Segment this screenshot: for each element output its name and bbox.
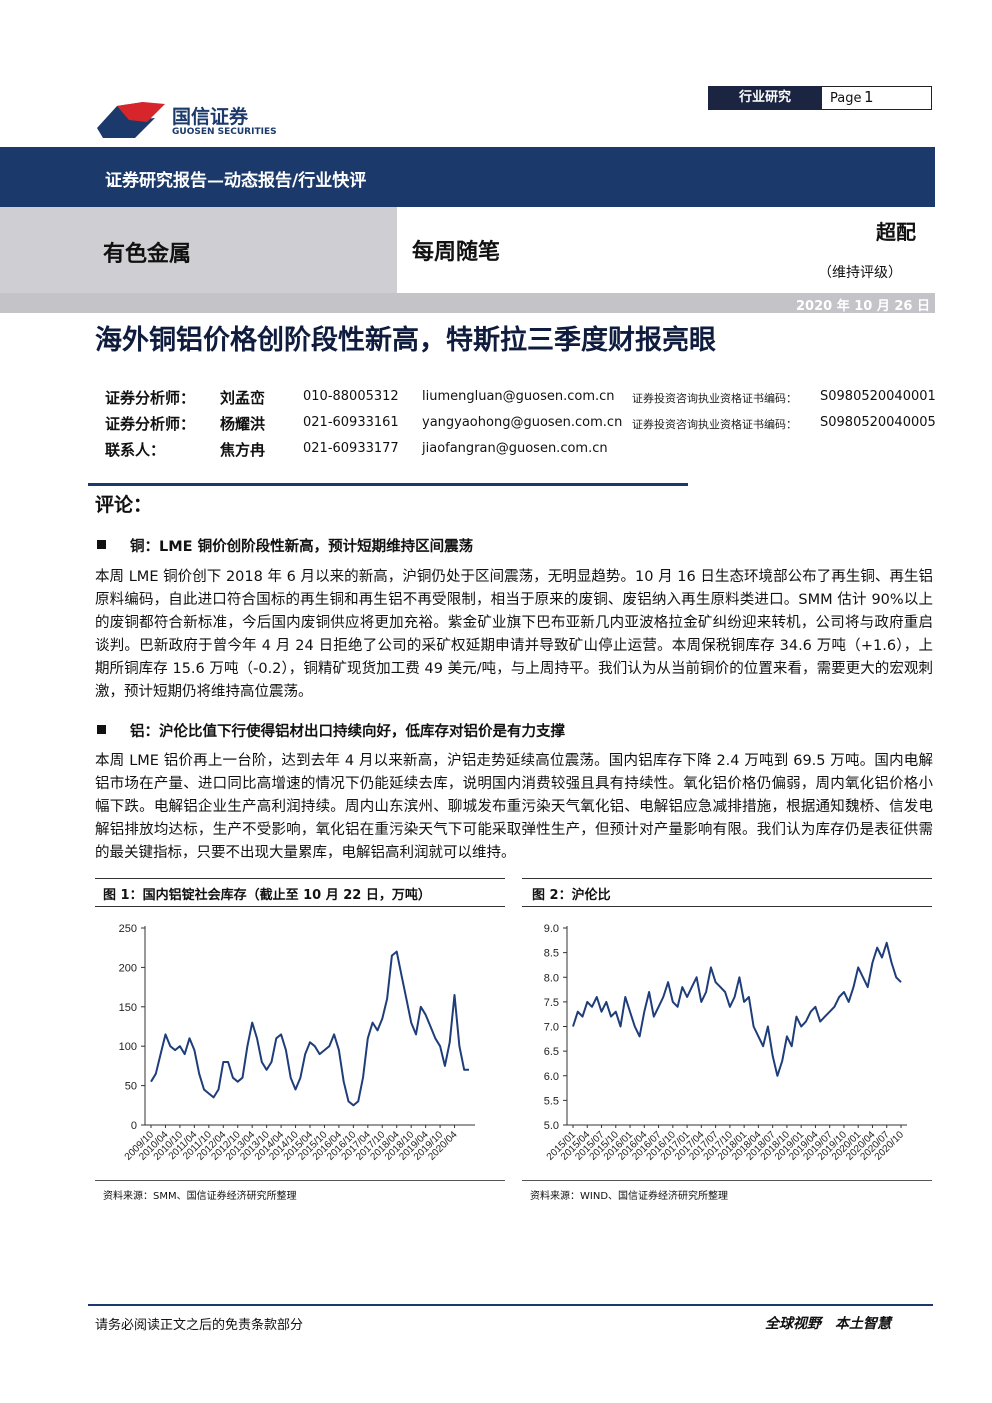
chart: 5.05.56.06.57.07.58.08.59.02015/012015/0… <box>544 923 907 1163</box>
figure-title: 图 2：沪伦比 <box>532 888 611 903</box>
chart: 0501001502002502009/102010/042010/102011… <box>119 923 475 1163</box>
y-tick-label: 7.0 <box>544 1022 559 1034</box>
y-tick-label: 8.0 <box>544 972 559 984</box>
y-tick-label: 6.0 <box>544 1071 559 1083</box>
contact-role: 联系人： <box>105 441 166 459</box>
industry: 有色金属 <box>103 241 192 267</box>
analyst-cert-label: 证券投资咨询执业资格证书编码： <box>632 392 797 405</box>
logo-en: GUOSEN SECURITIES <box>172 127 277 137</box>
divider <box>88 483 688 486</box>
figure-rule <box>522 1180 932 1181</box>
analyst-phone: 010-88005312 <box>303 389 399 404</box>
y-tick-label: 0 <box>131 1120 137 1132</box>
section-heading: 铜：LME 铜价创阶段性新高，预计短期维持区间震荡 <box>130 539 474 555</box>
figure-source: 资料来源：WIND、国信证券经济研究所整理 <box>530 1191 729 1202</box>
banner <box>0 147 935 207</box>
rating-note: （维持评级） <box>818 265 902 281</box>
y-tick-label: 6.5 <box>544 1046 559 1058</box>
figure-rule <box>95 1180 505 1181</box>
analyst-name: 刘孟峦 <box>220 389 266 407</box>
data-line <box>572 941 902 1077</box>
paragraph: 本周 LME 铝价再上一台阶，达到去年 4 月以来新高，沪铝走势延续高位震荡。国… <box>95 753 933 861</box>
analyst-name: 杨耀洪 <box>220 415 266 433</box>
figure-source: 资料来源：SMM、国信证券经济研究所整理 <box>103 1191 297 1202</box>
page-number: 1 <box>864 88 874 106</box>
analyst-role: 证券分析师： <box>105 415 196 433</box>
section-label: 行业研究 <box>708 86 822 110</box>
y-tick-label: 50 <box>125 1081 137 1093</box>
analyst-cert: S0980520040005 <box>820 415 936 430</box>
paragraph: 本周 LME 铜价创下 2018 年 6 月以来的新高，沪铜仍处于区间震荡，无明… <box>95 569 933 700</box>
y-tick-label: 8.5 <box>544 948 559 960</box>
figure-title: 图 1：国内铝锭社会库存（截止至 10 月 22 日，万吨） <box>103 888 431 903</box>
rating: 超配 <box>876 220 916 244</box>
bullet <box>97 725 106 734</box>
data-line <box>150 950 469 1107</box>
y-tick-label: 200 <box>119 962 137 974</box>
analyst-phone: 021-60933161 <box>303 415 399 430</box>
figure-header <box>522 878 932 907</box>
contact-phone: 021-60933177 <box>303 441 399 456</box>
date-band <box>0 293 935 313</box>
disclaimer: 请务必阅读正文之后的免责条款部分 <box>95 1318 304 1333</box>
y-tick-label: 100 <box>119 1041 137 1053</box>
page-label: Page <box>830 91 862 106</box>
contact-email: jiaofangran@guosen.com.cn <box>422 441 608 456</box>
analyst-role: 证券分析师： <box>105 389 196 407</box>
analyst-cert-label: 证券投资咨询执业资格证书编码： <box>632 418 797 431</box>
logo-cn: 国信证券 <box>172 106 249 128</box>
y-tick-label: 5.0 <box>544 1120 559 1132</box>
banner-text: 证券研究报告—动态报告/行业快评 <box>105 171 367 191</box>
y-tick-label: 250 <box>119 923 137 935</box>
figure-header <box>95 878 505 907</box>
title: 海外铜铝价格创阶段性新高，特斯拉三季度财报亮眼 <box>95 325 716 356</box>
y-tick-label: 7.5 <box>544 997 559 1009</box>
y-tick-label: 9.0 <box>544 923 559 935</box>
date: 2020 年 10 月 26 日 <box>796 299 930 314</box>
analyst-email: yangyaohong@guosen.com.cn <box>422 415 623 430</box>
column: 每周随笔 <box>412 239 501 265</box>
analyst-cert: S0980520040001 <box>820 389 936 404</box>
y-tick-label: 150 <box>119 1002 137 1014</box>
industry-block <box>0 207 397 293</box>
contact-name: 焦方冉 <box>220 441 266 459</box>
slogan: 全球视野 本土智慧 <box>765 1316 891 1332</box>
footer-rule <box>88 1304 933 1306</box>
comment-heading: 评论： <box>95 494 153 516</box>
analyst-email: liumengluan@guosen.com.cn <box>422 389 615 404</box>
logo-mark <box>97 102 165 138</box>
bullet <box>97 540 106 549</box>
y-tick-label: 5.5 <box>544 1095 559 1107</box>
section-heading: 铝：沪伦比值下行使得铝材出口持续向好，低库存对铝价是有力支撑 <box>130 724 565 740</box>
